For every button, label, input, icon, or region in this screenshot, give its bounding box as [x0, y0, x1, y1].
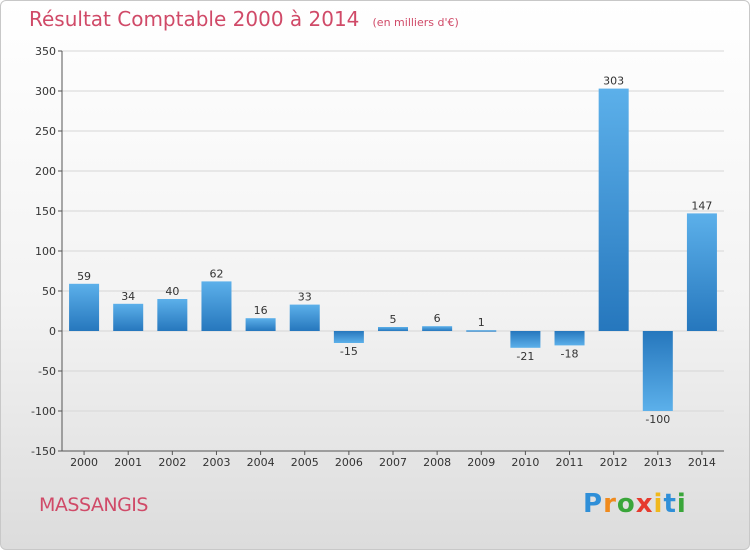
- x-tick-label: 2014: [688, 456, 716, 469]
- data-label: 303: [603, 75, 624, 88]
- bars: [69, 88, 717, 411]
- x-tick-label: 2012: [600, 456, 628, 469]
- y-tick-label: 250: [35, 125, 56, 138]
- bar-2008: [422, 326, 453, 331]
- data-label: 147: [691, 199, 712, 212]
- data-label: 59: [77, 270, 91, 283]
- x-tick-label: 2004: [247, 456, 275, 469]
- x-tick-label: 2011: [556, 456, 584, 469]
- bar-2003: [201, 281, 232, 331]
- data-label: 40: [165, 285, 179, 298]
- x-tick-label: 2006: [335, 456, 363, 469]
- data-label: 62: [209, 267, 223, 280]
- y-tick-label: 200: [35, 165, 56, 178]
- bar-2004: [245, 318, 276, 331]
- data-label: 1: [478, 316, 485, 329]
- logo-letter: r: [603, 489, 617, 519]
- x-tick-label: 2001: [114, 456, 142, 469]
- y-tick-label: 100: [35, 245, 56, 258]
- bar-2012: [598, 88, 629, 331]
- bar-2006: [333, 331, 364, 343]
- bar-2005: [289, 304, 320, 331]
- bar-2007: [377, 327, 409, 331]
- bar-2013: [642, 331, 673, 411]
- y-tick-label: 50: [42, 285, 56, 298]
- bar-2001: [113, 303, 144, 331]
- x-tick-label: 2008: [423, 456, 451, 469]
- data-labels: 59 34 40 62 16 33 -15 5 6 1 -21 -18 303 -100 147: [77, 75, 712, 426]
- chart-title: Résultat Comptable 2000 à 2014: [29, 7, 360, 31]
- proxiti-logo: Proxiti: [583, 489, 687, 519]
- chart-subtitle: (en milliers d'€): [372, 16, 459, 29]
- x-tick-label: 2010: [511, 456, 539, 469]
- data-label: 34: [121, 290, 135, 303]
- data-label: -15: [340, 345, 358, 358]
- logo-letter: o: [616, 489, 636, 519]
- x-tick-label: 2005: [291, 456, 319, 469]
- y-tick-label: -50: [38, 365, 56, 378]
- x-tick-label: 2002: [158, 456, 186, 469]
- data-label: -21: [516, 350, 534, 363]
- data-label: 6: [434, 312, 441, 325]
- data-label: 33: [298, 291, 312, 304]
- logo-letter: P: [583, 489, 604, 519]
- data-label: 16: [254, 304, 268, 317]
- bar-2009: [466, 330, 497, 332]
- y-tick-label: 0: [49, 325, 56, 338]
- bar-2002: [157, 299, 188, 331]
- bar-2010: [510, 331, 541, 348]
- bar-2014: [686, 213, 717, 331]
- x-tick-label: 2000: [70, 456, 98, 469]
- x-tick-label: 2003: [202, 456, 230, 469]
- data-label: -100: [645, 413, 670, 426]
- y-tick-label: -150: [31, 445, 56, 458]
- data-label: -18: [561, 347, 579, 360]
- y-tick-label: 300: [35, 85, 56, 98]
- bar-2011: [554, 331, 585, 346]
- logo-letter: i: [676, 489, 687, 519]
- y-tick-label: 350: [35, 45, 56, 58]
- axes: -150 -100 -50 0 50 100 150 200 250 300 350 2000 2001…: [31, 45, 724, 469]
- y-tick-label: -100: [31, 405, 56, 418]
- logo-letter: i: [653, 489, 664, 519]
- chart-title-block: Résultat Comptable 2000 à 2014 (en milli…: [29, 7, 459, 31]
- bar-2000: [69, 283, 100, 331]
- place-name: MASSANGIS: [39, 494, 148, 516]
- x-tick-label: 2013: [644, 456, 672, 469]
- data-label: 5: [390, 313, 397, 326]
- x-tick-label: 2009: [467, 456, 495, 469]
- logo-letter: t: [663, 489, 677, 519]
- logo-letter: x: [635, 489, 654, 519]
- x-tick-label: 2007: [379, 456, 407, 469]
- y-tick-label: 150: [35, 205, 56, 218]
